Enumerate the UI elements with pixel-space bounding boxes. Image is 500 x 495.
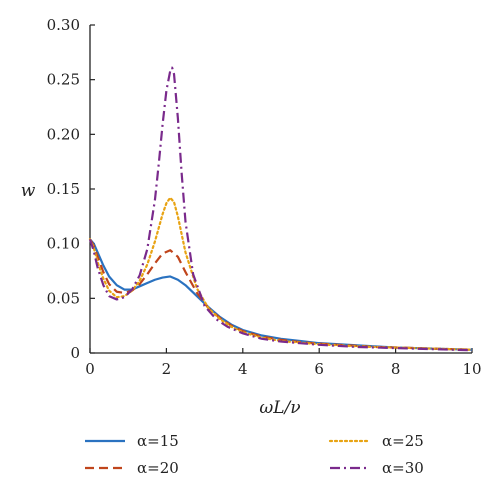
legend-label: α=15 bbox=[137, 432, 179, 450]
legend-label: α=20 bbox=[137, 459, 179, 477]
y-tick-label: 0.05 bbox=[47, 289, 80, 307]
y-tick-label: 0.25 bbox=[47, 71, 80, 89]
legend-item-4: α=30 bbox=[330, 459, 424, 477]
x-tick-label: 2 bbox=[162, 360, 172, 378]
x-tick-label: 6 bbox=[314, 360, 324, 378]
x-tick-label: 10 bbox=[462, 360, 481, 378]
series-line-4 bbox=[88, 66, 473, 352]
x-ticks: 0 2 4 6 8 10 bbox=[85, 348, 482, 378]
legend-label: α=25 bbox=[382, 432, 424, 450]
legend-item-1: α=15 bbox=[85, 432, 179, 450]
legend: α=15 α=20 α=25 α=30 bbox=[85, 432, 424, 477]
legend-item-2: α=20 bbox=[85, 459, 179, 477]
y-tick-label: 0.10 bbox=[47, 235, 80, 253]
y-tick-label: 0.15 bbox=[47, 180, 80, 198]
legend-item-3: α=25 bbox=[328, 432, 424, 450]
x-tick-label: 4 bbox=[238, 360, 248, 378]
x-tick-label: 8 bbox=[391, 360, 401, 378]
series-lines bbox=[88, 66, 474, 352]
legend-label: α=30 bbox=[382, 459, 424, 477]
series-line-2 bbox=[89, 238, 473, 351]
series-line-1 bbox=[89, 238, 473, 351]
y-tick-label: 0.20 bbox=[47, 125, 80, 143]
x-tick-label: 0 bbox=[85, 360, 95, 378]
x-axis-label: ωL/ν bbox=[259, 398, 300, 418]
y-tick-label: 0.30 bbox=[47, 16, 80, 34]
axes bbox=[89, 25, 472, 354]
y-tick-label: 0 bbox=[70, 344, 80, 362]
y-axis-label: w bbox=[21, 181, 36, 201]
y-ticks: 0 0.05 0.10 0.15 0.20 0.25 0.30 bbox=[47, 16, 95, 362]
